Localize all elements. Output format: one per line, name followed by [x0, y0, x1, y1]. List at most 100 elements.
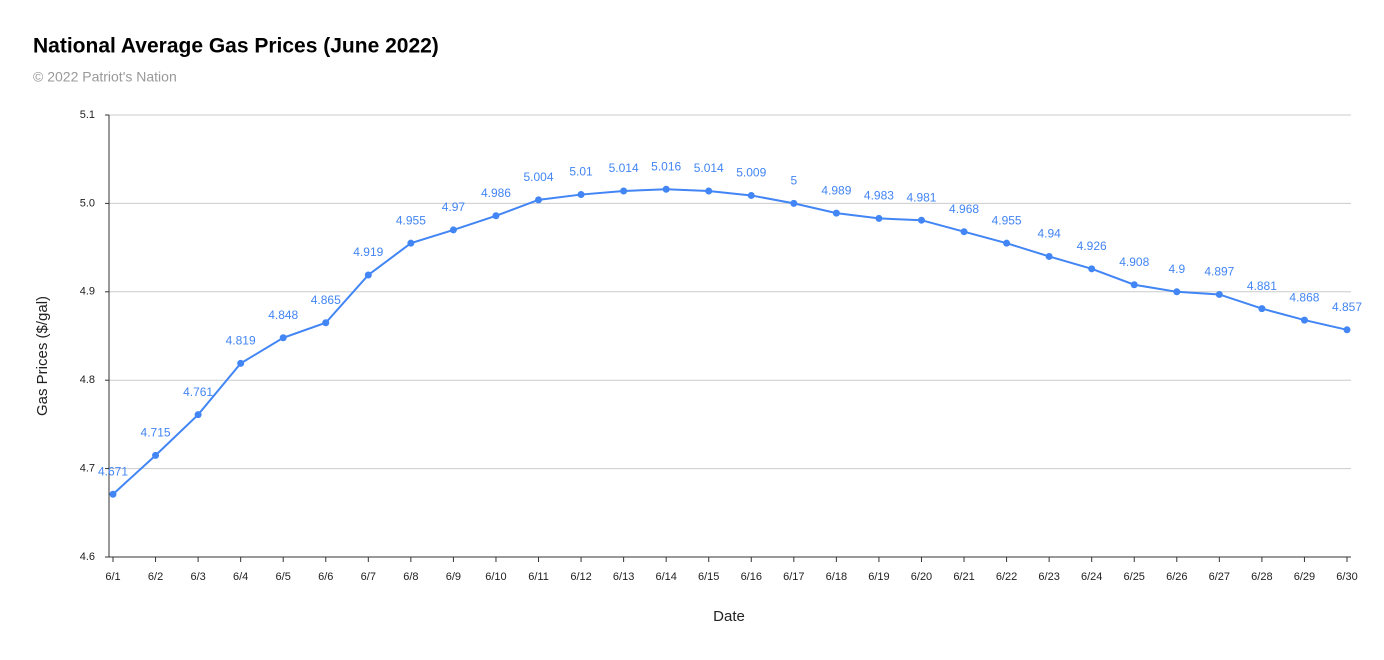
data-label: 4.761: [183, 385, 213, 399]
x-tick-label: 6/14: [655, 571, 676, 583]
data-point: [1343, 326, 1351, 334]
x-tick-label: 6/4: [233, 571, 248, 583]
data-point: [1045, 252, 1053, 260]
data-label: 5.014: [694, 161, 724, 175]
x-tick-label: 6/10: [485, 571, 506, 583]
x-axis-label: Date: [713, 608, 745, 625]
data-label: 4.881: [1247, 279, 1277, 293]
data-point: [279, 334, 287, 342]
data-label: 4.715: [141, 426, 171, 440]
line-series: [112, 188, 1348, 495]
x-tick-label: 6/27: [1209, 571, 1230, 583]
data-label: 4.919: [353, 245, 383, 259]
data-point: [1130, 281, 1138, 289]
data-point: [109, 490, 117, 498]
x-tick-label: 6/19: [868, 571, 889, 583]
data-point: [237, 359, 245, 367]
x-tick-label: 6/23: [1038, 571, 1059, 583]
data-point: [747, 191, 755, 199]
data-point: [152, 451, 160, 459]
y-axis-label: Gas Prices ($/gal): [34, 296, 51, 416]
data-label: 4.819: [226, 334, 256, 348]
data-point: [875, 214, 883, 222]
data-label: 4.981: [906, 190, 936, 204]
data-point: [620, 187, 628, 195]
x-tick-label: 6/11: [528, 571, 549, 583]
data-label: 4.671: [98, 464, 128, 478]
data-label: 4.97: [442, 200, 466, 214]
x-tick-label: 6/25: [1124, 571, 1145, 583]
data-label: 4.926: [1077, 239, 1107, 253]
data-point: [407, 239, 415, 247]
data-point: [1258, 305, 1266, 313]
data-point: [960, 228, 968, 236]
chart-subtitle: © 2022 Patriot's Nation: [33, 69, 177, 85]
x-tick-label: 6/18: [826, 571, 847, 583]
data-point: [535, 196, 543, 204]
x-tick-label: 6/22: [996, 571, 1017, 583]
x-tick-label: 6/20: [911, 571, 932, 583]
data-point: [1215, 290, 1223, 298]
data-point: [322, 319, 330, 327]
x-tick-label: 6/3: [190, 571, 205, 583]
data-label: 4.955: [992, 213, 1022, 227]
data-label: 4.868: [1289, 290, 1319, 304]
data-label: 5.009: [736, 166, 766, 180]
x-tick-label: 6/2: [148, 571, 163, 583]
x-tick-label: 6/29: [1294, 571, 1315, 583]
data-label: 5: [790, 174, 797, 188]
data-label: 4.848: [268, 308, 298, 322]
y-tick-label: 5.0: [80, 197, 95, 209]
data-label: 5.004: [524, 170, 554, 184]
data-point: [917, 216, 925, 224]
data-label: 4.955: [396, 213, 426, 227]
data-label: 4.989: [821, 183, 851, 197]
x-tick-label: 6/8: [403, 571, 418, 583]
y-tick-label: 4.6: [80, 551, 95, 563]
data-point: [790, 199, 798, 207]
data-label: 4.857: [1332, 300, 1362, 314]
data-label: 4.9: [1168, 262, 1185, 276]
x-tick-label: 6/21: [953, 571, 974, 583]
x-tick-label: 6/6: [318, 571, 333, 583]
x-tick-label: 6/30: [1336, 571, 1357, 583]
x-tick-label: 6/17: [783, 571, 804, 583]
y-tick-label: 4.8: [80, 374, 95, 386]
x-tick-label: 6/16: [741, 571, 762, 583]
data-label: 4.983: [864, 189, 894, 203]
x-tick-label: 6/1: [105, 571, 120, 583]
data-point: [194, 411, 202, 419]
data-point: [1300, 316, 1308, 324]
data-point: [492, 212, 500, 220]
x-tick-label: 6/12: [570, 571, 591, 583]
data-point: [662, 185, 670, 193]
x-tick-label: 6/9: [446, 571, 461, 583]
data-point: [364, 271, 372, 279]
x-tick-label: 6/5: [276, 571, 291, 583]
x-tick-label: 6/26: [1166, 571, 1187, 583]
data-label: 5.01: [569, 165, 593, 179]
x-tick-label: 6/28: [1251, 571, 1272, 583]
data-label: 4.908: [1119, 255, 1149, 269]
x-tick-label: 6/24: [1081, 571, 1102, 583]
x-tick-label: 6/15: [698, 571, 719, 583]
data-label: 4.897: [1204, 265, 1234, 279]
data-point: [449, 226, 457, 234]
y-tick-label: 4.7: [80, 463, 95, 475]
data-label: 4.94: [1037, 227, 1061, 241]
data-point: [1003, 239, 1011, 247]
data-point: [577, 191, 585, 199]
data-label: 4.968: [949, 202, 979, 216]
x-tick-label: 6/7: [361, 571, 376, 583]
data-label: 5.014: [609, 161, 639, 175]
data-label: 4.865: [311, 293, 341, 307]
data-point: [832, 209, 840, 217]
y-tick-label: 5.1: [80, 109, 95, 121]
data-label: 5.016: [651, 159, 681, 173]
data-point: [1088, 265, 1096, 273]
chart-title: National Average Gas Prices (June 2022): [33, 35, 439, 58]
y-tick-label: 4.9: [80, 286, 95, 298]
x-tick-label: 6/13: [613, 571, 634, 583]
